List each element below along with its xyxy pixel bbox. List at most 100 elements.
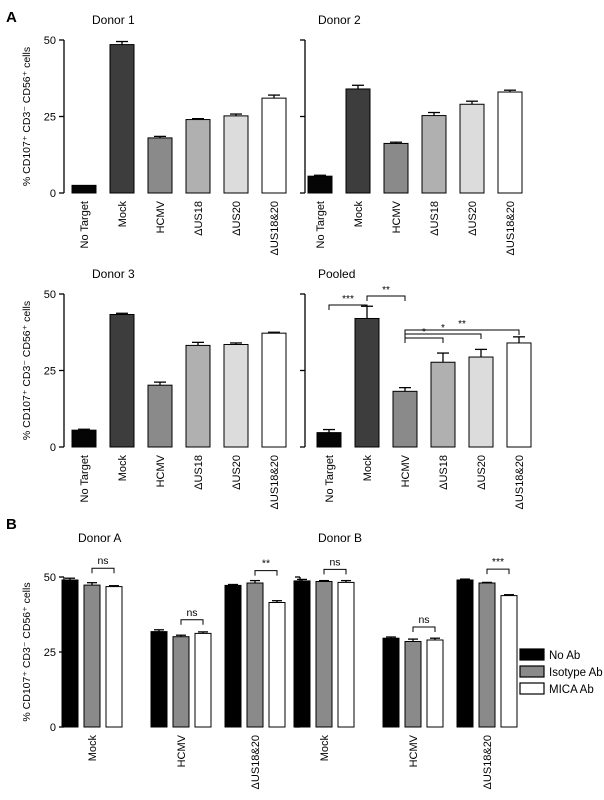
bar bbox=[109, 44, 135, 194]
significance-bracket bbox=[254, 570, 278, 576]
significance-bracket bbox=[180, 619, 204, 625]
bar bbox=[224, 584, 242, 728]
bar bbox=[478, 582, 496, 728]
significance-bracket bbox=[404, 333, 482, 339]
chart-title: Donor 3 bbox=[92, 267, 135, 281]
bar bbox=[109, 314, 135, 448]
x-tick-label: ΔUS18&20 bbox=[514, 455, 526, 509]
panel-b-label: B bbox=[6, 516, 17, 533]
bar bbox=[223, 115, 249, 194]
significance-label: ** bbox=[262, 558, 270, 570]
x-tick-label: ΔUS18 bbox=[438, 455, 450, 490]
bar bbox=[315, 581, 333, 728]
significance-bracket bbox=[366, 295, 406, 301]
x-tick-label: ΔUS18 bbox=[193, 201, 205, 236]
x-tick-label: HCMV bbox=[400, 454, 412, 487]
significance-label: ** bbox=[458, 319, 466, 330]
bar bbox=[456, 579, 474, 728]
significance-label: *** bbox=[342, 294, 354, 305]
x-tick-label: ΔUS18&20 bbox=[269, 455, 281, 509]
bar bbox=[382, 637, 400, 728]
bar bbox=[500, 595, 518, 728]
x-tick-label: ΔUS18&20 bbox=[482, 735, 494, 789]
bar bbox=[404, 641, 422, 728]
bar bbox=[307, 175, 333, 194]
x-tick-label: Mock bbox=[353, 201, 365, 228]
bar bbox=[261, 332, 287, 448]
significance-label: * bbox=[422, 327, 426, 338]
bar bbox=[497, 91, 523, 194]
x-tick-label: No Target bbox=[79, 455, 91, 503]
bar bbox=[194, 632, 212, 728]
bar bbox=[293, 580, 311, 728]
bar bbox=[246, 582, 264, 728]
bar bbox=[426, 639, 444, 728]
bar bbox=[223, 343, 249, 448]
x-tick-label: HCMV bbox=[155, 200, 167, 233]
bar bbox=[83, 584, 101, 728]
plots: Donor 1 0 25 50 % CD107⁺ CD3⁻ CD56⁺ cells No … bbox=[21, 13, 532, 789]
significance-label: *** bbox=[492, 556, 504, 568]
bar bbox=[383, 142, 409, 194]
x-tick-label: ΔUS18&20 bbox=[505, 201, 517, 255]
bar bbox=[61, 579, 79, 728]
bar bbox=[354, 317, 380, 448]
x-tick-label: ΔUS18&20 bbox=[269, 201, 281, 255]
bar bbox=[105, 586, 123, 728]
x-tick-label: Mock bbox=[319, 735, 331, 762]
significance-label: ns bbox=[329, 556, 340, 568]
bar bbox=[71, 184, 97, 194]
x-tick-label: No Target bbox=[324, 455, 336, 503]
x-tick-label: ΔUS18&20 bbox=[250, 735, 262, 789]
x-tick-label: ΔUS20 bbox=[467, 201, 479, 236]
bar bbox=[459, 103, 485, 194]
y-tick-label: 50 bbox=[44, 289, 56, 301]
y-tick-label: 50 bbox=[44, 572, 56, 584]
x-tick-label: ΔUS18 bbox=[429, 201, 441, 236]
significance-bracket bbox=[404, 329, 520, 335]
legend: No Ab Isotype Ab MICA Ab bbox=[519, 648, 603, 696]
bar bbox=[185, 119, 211, 194]
x-tick-label: Mock bbox=[87, 735, 99, 762]
y-axis-label: % CD107⁺ CD3⁻ CD56⁺ cells bbox=[21, 47, 33, 186]
y-tick-label: 0 bbox=[50, 188, 56, 200]
bar bbox=[268, 602, 286, 728]
y-tick-label: 0 bbox=[50, 722, 56, 734]
y-axis-label: % CD107⁺ CD3⁻ CD56⁺ cells bbox=[21, 301, 33, 440]
bar bbox=[345, 88, 371, 194]
bar bbox=[337, 581, 355, 728]
legend-swatch bbox=[519, 682, 545, 695]
panel-a-label: A bbox=[6, 9, 17, 26]
y-tick-label: 25 bbox=[44, 112, 56, 124]
bar bbox=[392, 390, 418, 448]
chart-title: Pooled bbox=[318, 267, 355, 281]
significance-label: ns bbox=[186, 607, 197, 619]
significance-bracket bbox=[404, 337, 444, 343]
legend-swatch bbox=[519, 648, 545, 661]
bar bbox=[147, 384, 173, 448]
x-tick-label: ΔUS20 bbox=[231, 455, 243, 490]
bar bbox=[421, 115, 447, 194]
y-tick-label: 0 bbox=[50, 442, 56, 454]
x-tick-label: ΔUS20 bbox=[476, 455, 488, 490]
x-tick-label: ΔUS18 bbox=[193, 455, 205, 490]
significance-label: ns bbox=[418, 614, 429, 626]
significance-bracket bbox=[486, 568, 510, 575]
significance-label: * bbox=[441, 323, 445, 334]
x-tick-label: HCMV bbox=[176, 734, 188, 767]
y-tick-label: 50 bbox=[44, 35, 56, 47]
x-tick-label: HCMV bbox=[408, 734, 420, 767]
bar bbox=[150, 631, 168, 728]
x-tick-label: Mock bbox=[117, 201, 129, 228]
chart-title: Donor A bbox=[78, 531, 121, 545]
bar bbox=[506, 342, 532, 448]
y-axis-label: % CD107⁺ CD3⁻ CD56⁺ cells bbox=[21, 582, 33, 721]
y-tick-label: 25 bbox=[44, 647, 56, 659]
x-tick-label: Mock bbox=[362, 455, 374, 482]
significance-bracket bbox=[328, 304, 368, 310]
x-tick-label: HCMV bbox=[391, 200, 403, 233]
x-tick-label: Mock bbox=[117, 455, 129, 482]
bar bbox=[468, 356, 494, 448]
chart-title: Donor 2 bbox=[318, 13, 361, 27]
